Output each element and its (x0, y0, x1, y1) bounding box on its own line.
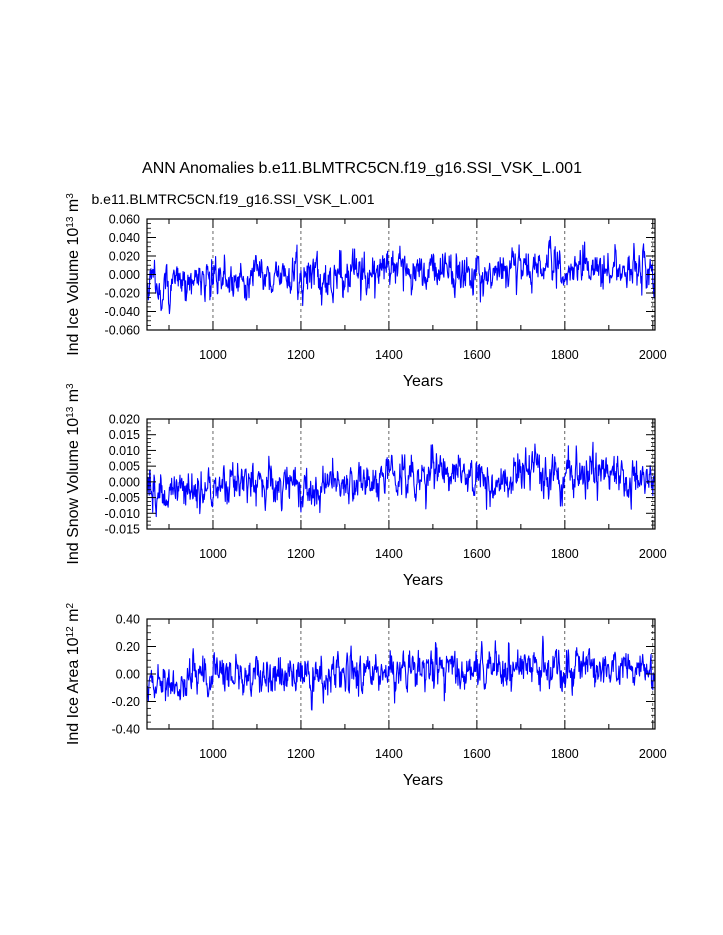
x-tick-label: 1600 (463, 547, 491, 561)
y-tick-label: -0.005 (105, 491, 140, 505)
y-tick-label: 0.015 (109, 428, 140, 442)
figure-title: ANN Anomalies b.e11.BLMTRC5CN.f19_g16.SS… (142, 160, 582, 177)
y-tick-label: -0.20 (112, 695, 141, 709)
panel-2: 1000 1200 1400 1600 1800 2000 -0.015 -0.010 -0.0… (65, 383, 667, 589)
x-tick-label: 1400 (375, 547, 403, 561)
x-tick-label: 1800 (551, 348, 579, 362)
y-tick-label: -0.010 (105, 507, 140, 521)
x-axis-label: Years (403, 373, 443, 390)
x-tick-label: 2000 (639, 547, 667, 561)
x-axis-label: Years (403, 572, 443, 589)
series-label: b.e11.BLMTRC5CN.f19_g16.SSI_VSK_L.001 (91, 191, 374, 207)
y-tick-label: 0.020 (109, 413, 140, 427)
x-axis-label: Years (403, 772, 443, 789)
x-tick-label: 2000 (639, 348, 667, 362)
x-tick-label: 1000 (199, 747, 227, 761)
series-line (146, 235, 656, 315)
y-tick-label: 0.040 (109, 231, 140, 245)
y-tick-label: -0.040 (105, 305, 140, 319)
y-tick-label: -0.060 (105, 324, 140, 338)
y-tick-label: 0.060 (109, 213, 140, 227)
x-tick-label: 1600 (463, 348, 491, 362)
y-tick-label: 0.000 (109, 475, 140, 489)
y-tick-label: 0.20 (116, 640, 140, 654)
x-tick-label: 2000 (639, 747, 667, 761)
y-tick-label: 0.00 (116, 668, 140, 682)
y-tick-label: 0.40 (116, 613, 140, 627)
x-tick-label: 1200 (287, 547, 315, 561)
y-tick-label: -0.015 (105, 523, 140, 537)
y-tick-label: 0.005 (109, 460, 140, 474)
x-tick-label: 1600 (463, 747, 491, 761)
x-tick-label: 1400 (375, 348, 403, 362)
y-axis-label: Ind Ice Volume 1013 m3 (65, 193, 83, 356)
x-tick-label: 1800 (551, 547, 579, 561)
y-tick-label: 0.020 (109, 250, 140, 264)
y-tick-label: 0.010 (109, 444, 140, 458)
x-tick-label: 1800 (551, 747, 579, 761)
y-tick-label: 0.000 (109, 268, 140, 282)
series-line (146, 441, 656, 518)
panel-1: 1000 1200 1400 1600 1800 2000 -0.060 -0.040 -0.0… (65, 193, 667, 390)
panels: 1000 1200 1400 1600 1800 2000 -0.060 -0.040 -0.0… (65, 193, 667, 789)
x-tick-label: 1000 (199, 547, 227, 561)
y-tick-label: -0.40 (112, 723, 141, 737)
series-line (146, 635, 656, 711)
x-tick-label: 1200 (287, 747, 315, 761)
x-tick-label: 1200 (287, 348, 315, 362)
panel-3: 1000 1200 1400 1600 1800 2000 -0.40 -0.20 0.00 0.… (65, 603, 667, 789)
x-tick-label: 1400 (375, 747, 403, 761)
y-axis-label: Ind Snow Volume 1013 m3 (65, 383, 83, 565)
x-tick-label: 1000 (199, 348, 227, 362)
y-tick-label: -0.020 (105, 287, 140, 301)
y-axis-label: Ind Ice Area 1012 m2 (65, 603, 83, 746)
